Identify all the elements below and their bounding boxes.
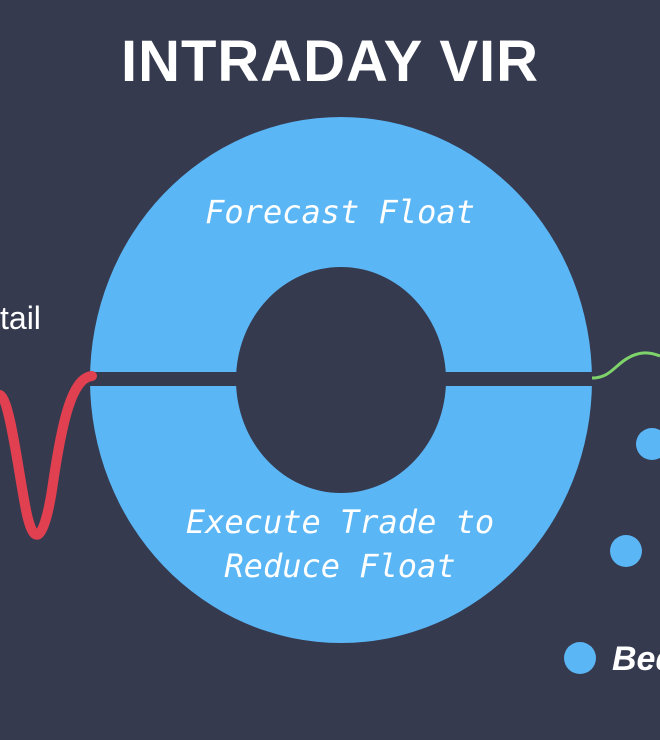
execute-trade-label-line2: Reduce Float: [224, 547, 456, 585]
right-wave-line: [591, 351, 660, 380]
ring-divider-left: [88, 372, 238, 386]
ring-divider-right: [444, 372, 594, 386]
diagram-title: INTRADAY VIR: [120, 29, 540, 94]
bullet-dot-3: [564, 642, 596, 674]
execute-trade-label: Execute Trade to Reduce Float: [90, 500, 590, 588]
bullet-dot-2: [610, 535, 642, 567]
ring-shape: [90, 117, 592, 643]
left-wave-line: [0, 371, 97, 540]
bullet-dot-1: [636, 428, 660, 460]
left-partial-label: tail: [0, 300, 41, 336]
execute-trade-label-line1: Execute Trade to: [185, 503, 495, 541]
forecast-float-label: Forecast Float: [205, 193, 475, 231]
right-partial-label: Bed: [612, 640, 660, 678]
